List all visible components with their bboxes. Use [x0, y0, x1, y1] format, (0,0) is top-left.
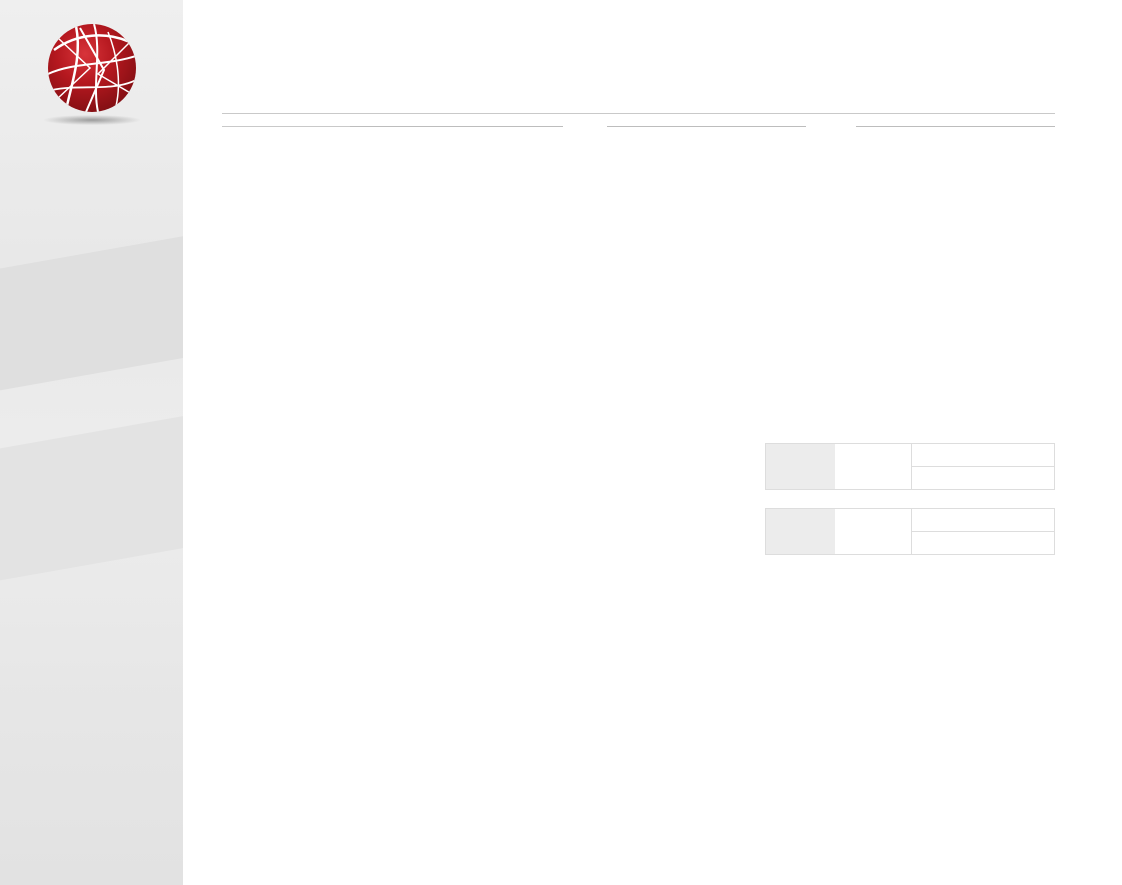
table-footnotes [222, 251, 1055, 269]
group-spacer [806, 113, 856, 127]
group-header-frequency [856, 113, 1055, 127]
buy-swatch-icon [510, 573, 523, 586]
group-header-value [607, 113, 806, 127]
idr-row [912, 444, 1054, 466]
investor-composition-legend [246, 573, 344, 586]
net-buy-status [837, 444, 911, 489]
legend-item-foreign [246, 573, 267, 586]
transaction-table-wrap [222, 113, 1055, 127]
usd-row [912, 466, 1054, 489]
usd-row [912, 531, 1054, 554]
col-header-date [222, 113, 350, 127]
domestic-swatch-icon [295, 573, 308, 586]
net-foreign-last-week [765, 508, 1055, 555]
legend-item-buy [510, 573, 531, 586]
group-spacer [563, 113, 607, 127]
net-buy-status [837, 509, 911, 554]
trading-composition-categories [510, 553, 732, 569]
trading-composition-legend [510, 573, 732, 586]
transaction-table [222, 113, 1055, 127]
net-foreign-this-week [765, 443, 1055, 490]
idr-row [912, 509, 1054, 531]
sidebar [0, 0, 183, 885]
period-label [766, 509, 837, 554]
net-foreign-values [911, 509, 1054, 554]
idx-logo [0, 22, 183, 143]
legend-item-domestic [295, 573, 316, 586]
market-pbv-chart [668, 698, 1068, 838]
net-foreign-values [911, 444, 1054, 489]
trading-composition-chart [510, 408, 732, 553]
logo-shadow [43, 115, 140, 125]
period-label [766, 444, 837, 489]
group-header-volume [350, 113, 563, 127]
market-per-chart [222, 698, 622, 838]
sell-swatch-icon [545, 573, 558, 586]
legend-item-sell [545, 573, 566, 586]
idx-globe-icon [47, 24, 136, 112]
foreign-swatch-icon [246, 573, 259, 586]
